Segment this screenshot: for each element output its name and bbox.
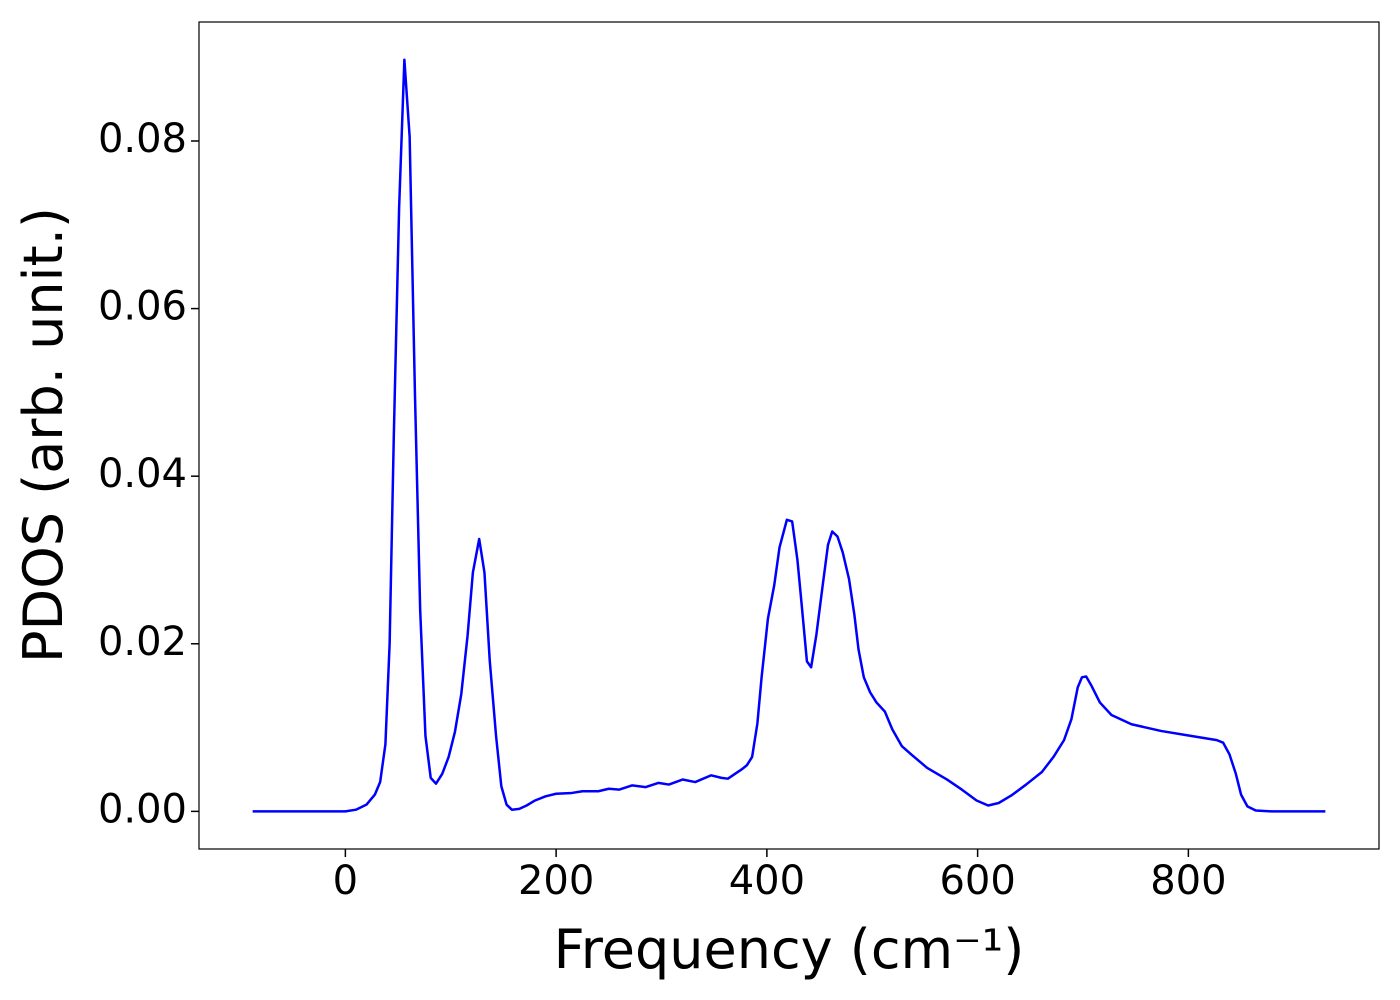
x-tick-label: 200 <box>518 858 594 904</box>
x-tick-label: 0 <box>333 858 358 904</box>
y-tick-label: 0.00 <box>98 786 187 832</box>
y-tick-label: 0.06 <box>98 284 187 330</box>
x-axis-label: Frequency (cm⁻¹) <box>554 918 1025 981</box>
x-tick-label: 800 <box>1150 858 1226 904</box>
pdos-line <box>252 58 1326 813</box>
plot-frame <box>198 21 1380 850</box>
x-tick-label: 400 <box>729 858 805 904</box>
x-tick-label: 600 <box>939 858 1015 904</box>
y-tick-label: 0.02 <box>98 619 187 665</box>
y-tick-label: 0.04 <box>98 451 187 497</box>
y-tick-label: 0.08 <box>98 116 187 162</box>
y-axis-label: PDOS (arb. unit.) <box>12 207 75 663</box>
